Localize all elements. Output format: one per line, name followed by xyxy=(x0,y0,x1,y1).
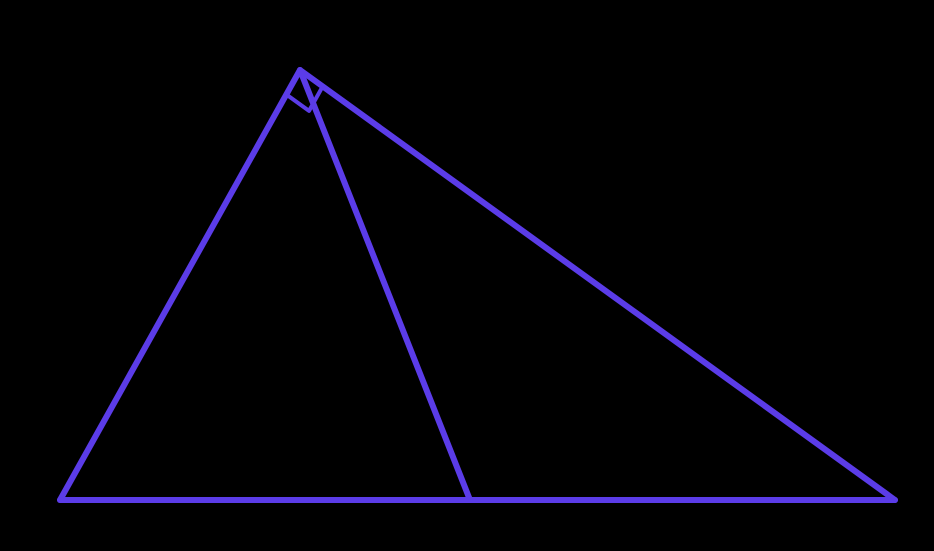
edge-BC xyxy=(300,70,895,500)
geometry-diagram xyxy=(0,0,934,551)
edge-AB xyxy=(60,70,300,500)
